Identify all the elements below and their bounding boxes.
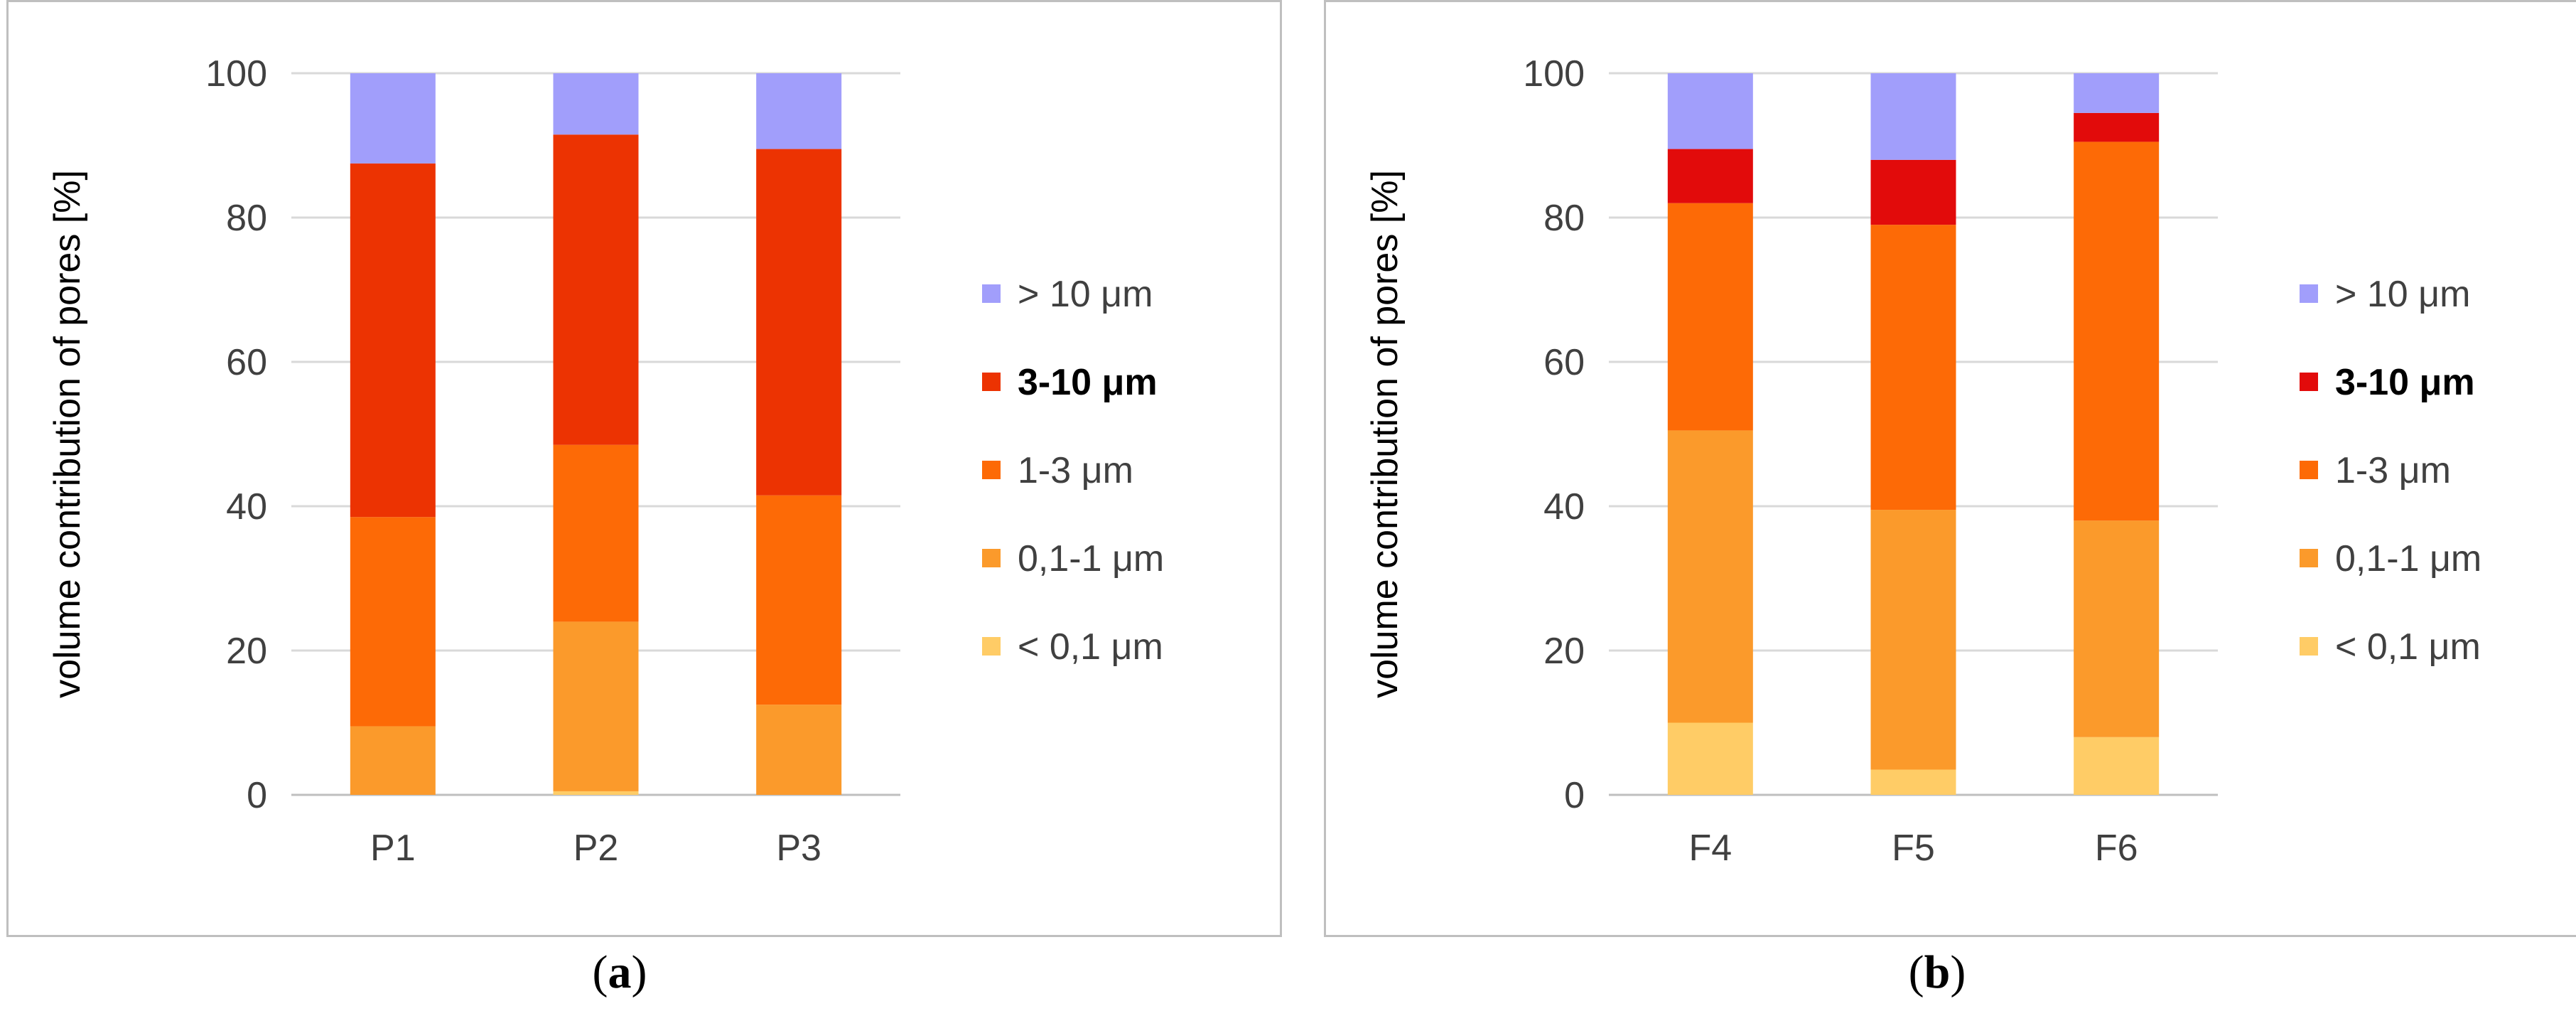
bar-segment-p2-s1 xyxy=(553,621,639,791)
bar-segment-p3-s1 xyxy=(756,705,842,795)
legend-label: > 10 μm xyxy=(1018,274,1153,315)
bar-segment-p3-s3 xyxy=(756,149,842,496)
bar-segment-f6-s0 xyxy=(2074,737,2160,795)
bar-segment-p2-s4 xyxy=(553,73,639,135)
legend-label: < 0,1 μm xyxy=(2335,626,2481,668)
y-tick-label: 20 xyxy=(226,631,267,672)
bar-segment-p3-s2 xyxy=(756,495,842,705)
bar-segment-p2-s0 xyxy=(553,791,639,795)
legend-swatch xyxy=(2300,373,2318,391)
bar-segment-f5-s1 xyxy=(1870,510,1956,770)
y-tick-label: 0 xyxy=(1564,775,1585,816)
y-tick-label: 20 xyxy=(1543,631,1585,672)
bar-segment-p1-s4 xyxy=(350,73,436,164)
legend-label: 0,1-1 μm xyxy=(1018,538,1164,579)
bar-segment-p3-s4 xyxy=(756,73,842,149)
bar-segment-f6-s2 xyxy=(2074,141,2160,521)
caption-a: (a) xyxy=(592,946,647,998)
bar-segment-f5-s2 xyxy=(1870,225,1956,510)
y-tick-label: 0 xyxy=(247,775,267,816)
bar-segment-f6-s1 xyxy=(2074,520,2160,737)
legend-swatch xyxy=(2300,549,2318,567)
legend-swatch xyxy=(2300,284,2318,303)
y-axis-label: volume contribution of pores [%] xyxy=(1364,170,1406,698)
bar-segment-f5-s4 xyxy=(1870,73,1956,160)
x-tick-label: P2 xyxy=(573,828,619,869)
y-tick-label: 60 xyxy=(226,342,267,383)
bar-segment-p2-s3 xyxy=(553,134,639,445)
legend-label: 3-10 μm xyxy=(1018,362,1158,403)
bar-segment-p1-s1 xyxy=(350,726,436,795)
bar-segment-f6-s4 xyxy=(2074,73,2160,113)
bar-segment-f4-s2 xyxy=(1667,203,1753,431)
x-tick-label: F5 xyxy=(1892,828,1935,869)
legend-swatch xyxy=(2300,637,2318,656)
legend-swatch xyxy=(982,637,1001,656)
legend-label: 1-3 μm xyxy=(1018,450,1133,491)
bar-segment-f4-s0 xyxy=(1667,722,1753,795)
chart-b-svg: 0 20 40 60 80 100 F4 F5 F6 volume contribution of… xyxy=(1364,53,2481,869)
bar-segment-p2-s2 xyxy=(553,444,639,622)
legend-swatch xyxy=(982,284,1001,303)
bar-segment-f5-s0 xyxy=(1870,769,1956,795)
bar-segment-f5-s3 xyxy=(1870,159,1956,225)
chart-panel-b: 0 20 40 60 80 100 F4 F5 F6 volume contribution of… xyxy=(1324,0,2576,937)
bar-segment-f6-s3 xyxy=(2074,112,2160,142)
x-tick-label: F6 xyxy=(2095,828,2138,869)
bar-segment-f4-s3 xyxy=(1667,149,1753,203)
legend-swatch xyxy=(982,461,1001,479)
legend-label: < 0,1 μm xyxy=(1018,626,1163,668)
y-axis-label: volume contribution of pores [%] xyxy=(47,170,88,698)
y-tick-label: 80 xyxy=(1543,198,1585,239)
y-tick-label: 40 xyxy=(1543,486,1585,528)
chart-panel-a: 0 20 40 60 80 100 P1 P2 P3 volume contribution of… xyxy=(6,0,1282,937)
y-tick-label: 40 xyxy=(226,486,267,528)
legend-label: 3-10 μm xyxy=(2335,362,2475,403)
y-tick-label: 60 xyxy=(1543,342,1585,383)
bar-segment-f4-s4 xyxy=(1667,73,1753,149)
caption-b: (b) xyxy=(1908,946,1966,998)
legend-swatch xyxy=(982,373,1001,391)
x-tick-label: F4 xyxy=(1688,828,1732,869)
bar-segment-p1-s3 xyxy=(350,163,436,518)
legend-swatch xyxy=(982,549,1001,567)
y-tick-label: 100 xyxy=(205,53,267,95)
bar-segment-p1-s2 xyxy=(350,517,436,727)
legend-label: > 10 μm xyxy=(2335,274,2470,315)
bar-segment-f4-s1 xyxy=(1667,430,1753,723)
legend-label: 1-3 μm xyxy=(2335,450,2451,491)
y-tick-label: 80 xyxy=(226,198,267,239)
legend-label: 0,1-1 μm xyxy=(2335,538,2481,579)
chart-a-svg: 0 20 40 60 80 100 P1 P2 P3 volume contribution of… xyxy=(47,53,1164,869)
x-tick-label: P1 xyxy=(370,828,416,869)
x-tick-label: P3 xyxy=(776,828,821,869)
legend-swatch xyxy=(2300,461,2318,479)
y-tick-label: 100 xyxy=(1523,53,1585,95)
